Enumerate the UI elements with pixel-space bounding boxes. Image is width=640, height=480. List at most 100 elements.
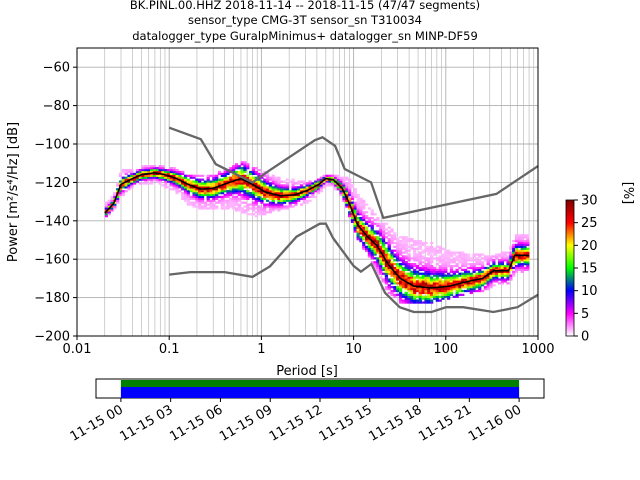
psd-cell xyxy=(178,176,182,179)
psd-cell xyxy=(526,261,530,264)
psd-cell xyxy=(404,301,408,304)
psd-cell xyxy=(506,261,510,264)
psd-cell xyxy=(379,238,383,241)
psd-cell xyxy=(305,186,309,189)
psd-cell xyxy=(356,226,360,229)
psd-cell xyxy=(319,176,323,179)
psd-cell xyxy=(376,247,380,250)
psd-cell xyxy=(150,170,154,174)
psd-cell xyxy=(365,230,369,233)
psd-cell xyxy=(512,240,516,243)
psd-cell xyxy=(181,184,185,187)
psd-cell xyxy=(393,286,397,289)
psd-cell xyxy=(404,255,408,258)
psd-cell xyxy=(509,253,513,256)
psd-cell xyxy=(381,259,386,262)
psd-cell xyxy=(362,243,366,247)
psd-cell xyxy=(192,182,196,185)
psd-cell xyxy=(458,286,462,289)
psd-cell xyxy=(512,274,516,277)
psd-cell xyxy=(432,247,437,250)
psd-cell xyxy=(152,174,157,177)
psd-cell xyxy=(209,190,213,193)
psd-cell xyxy=(359,240,363,243)
psd-cell xyxy=(138,182,142,185)
psd-cell xyxy=(381,249,386,252)
psd-cell xyxy=(209,207,213,210)
psd-cell xyxy=(410,247,414,250)
psd-cell xyxy=(387,259,391,262)
psd-cell xyxy=(444,293,448,296)
psd-cell xyxy=(263,197,267,200)
psd-cell xyxy=(452,264,456,268)
psd-cell xyxy=(121,184,125,187)
psd-cell xyxy=(237,184,241,187)
psd-cell xyxy=(444,295,448,298)
psd-cell xyxy=(322,174,326,177)
psd-cell xyxy=(469,272,473,275)
psd-cell xyxy=(223,184,227,187)
psd-cell xyxy=(396,240,400,243)
psd-cell xyxy=(520,245,524,248)
psd-cell xyxy=(472,289,476,293)
psd-cell xyxy=(432,293,437,296)
psd-cell xyxy=(444,251,448,254)
psd-cell xyxy=(161,174,165,177)
psd-cell xyxy=(345,176,349,179)
psd-cell xyxy=(328,180,332,183)
psd-cell xyxy=(444,255,448,258)
psd-cell xyxy=(232,192,236,195)
psd-cell xyxy=(169,180,174,183)
psd-cell xyxy=(189,190,193,193)
psd-cell xyxy=(520,266,524,270)
psd-cell xyxy=(220,186,224,189)
psd-cell xyxy=(410,257,414,260)
psd-cell xyxy=(455,284,459,287)
psd-cell xyxy=(155,178,159,181)
psd-cell xyxy=(480,280,485,283)
psd-cell xyxy=(223,174,227,177)
psd-cell xyxy=(164,180,168,183)
psd-cell xyxy=(413,241,417,245)
psd-cell xyxy=(308,180,312,183)
psd-cell xyxy=(302,188,306,191)
psd-cell xyxy=(455,288,459,291)
psd-cell xyxy=(430,288,434,291)
psd-cell xyxy=(359,232,363,235)
psd-cell xyxy=(464,276,468,279)
psd-cell xyxy=(393,236,397,239)
psd-cell xyxy=(418,280,422,283)
psd-cell xyxy=(362,216,366,220)
psd-cell xyxy=(486,261,490,264)
psd-cell xyxy=(209,205,213,208)
psd-cell xyxy=(407,301,411,304)
psd-cell xyxy=(263,184,267,187)
psd-cell xyxy=(206,174,210,177)
psd-cell xyxy=(243,186,247,189)
y-tick-label: −80 xyxy=(43,99,70,114)
psd-cell xyxy=(116,201,120,204)
psd-cell xyxy=(175,180,179,183)
psd-cell xyxy=(432,297,437,300)
psd-cell xyxy=(220,199,224,202)
psd-cell xyxy=(265,195,270,199)
psd-cell xyxy=(506,278,510,281)
psd-cell xyxy=(396,276,400,279)
psd-cell xyxy=(234,184,239,187)
psd-cell xyxy=(240,168,244,172)
psd-cell xyxy=(169,170,174,174)
psd-cell xyxy=(133,178,137,181)
psd-cell xyxy=(492,270,496,273)
psd-cell xyxy=(384,278,389,281)
psd-cell xyxy=(520,268,524,272)
psd-cell xyxy=(483,259,488,262)
psd-cell xyxy=(381,236,386,239)
psd-cell xyxy=(342,188,346,191)
psd-cell xyxy=(263,207,267,210)
psd-cell xyxy=(365,222,369,225)
psd-cell xyxy=(198,174,202,177)
psd-cell xyxy=(390,241,394,245)
psd-cell xyxy=(396,251,400,254)
psd-cell xyxy=(316,182,321,185)
psd-cell xyxy=(141,178,145,181)
